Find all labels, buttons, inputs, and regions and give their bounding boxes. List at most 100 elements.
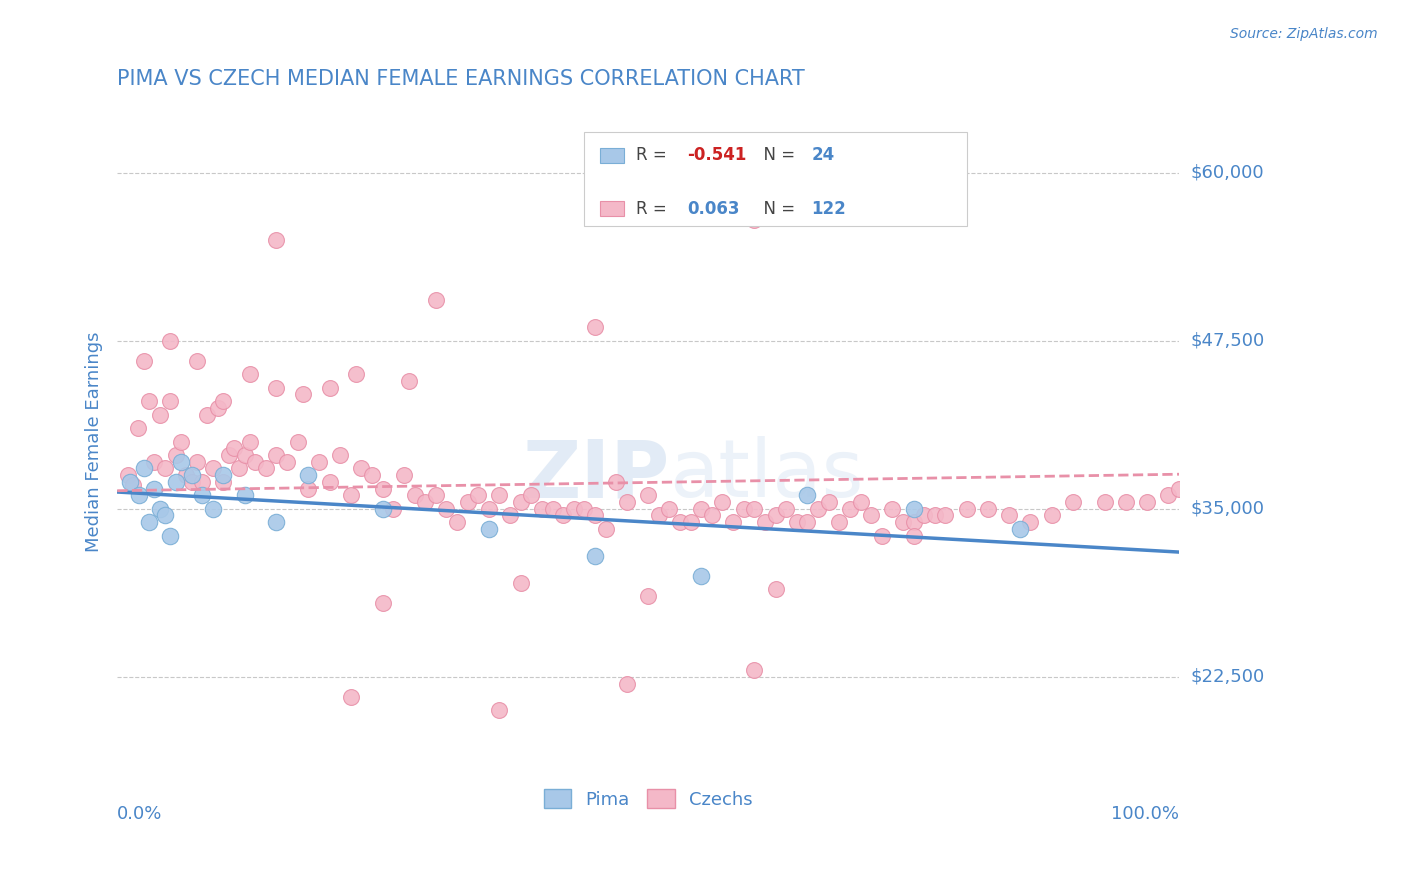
Point: [149, 408, 172, 422]
Point: [127, 421, 149, 435]
Point: [786, 515, 808, 529]
Point: [149, 501, 172, 516]
Text: 0.0%: 0.0%: [117, 805, 163, 823]
Point: [118, 475, 141, 489]
Point: [1157, 488, 1180, 502]
Point: [679, 515, 702, 529]
Point: [122, 477, 145, 491]
Point: [117, 468, 139, 483]
Point: [828, 515, 851, 529]
Text: ZIP: ZIP: [522, 436, 669, 514]
Point: [574, 501, 596, 516]
Point: [371, 596, 394, 610]
Text: R =: R =: [637, 146, 672, 164]
FancyBboxPatch shape: [585, 132, 967, 227]
Point: [318, 475, 340, 489]
Point: [340, 690, 363, 704]
Point: [186, 455, 208, 469]
Point: [404, 488, 426, 502]
Point: [499, 508, 522, 523]
Point: [637, 589, 659, 603]
Point: [297, 482, 319, 496]
Point: [637, 488, 659, 502]
Point: [297, 468, 319, 483]
Point: [344, 368, 367, 382]
Point: [170, 455, 193, 469]
Point: [616, 495, 638, 509]
Point: [382, 501, 405, 516]
Point: [207, 401, 229, 415]
Point: [721, 515, 744, 529]
Point: [128, 488, 150, 502]
Point: [733, 501, 755, 516]
Point: [143, 455, 166, 469]
Point: [998, 508, 1021, 523]
Point: [870, 529, 893, 543]
Point: [292, 387, 315, 401]
Point: [860, 508, 883, 523]
Point: [1019, 515, 1042, 529]
Point: [191, 488, 214, 502]
Text: R =: R =: [637, 200, 672, 218]
Point: [765, 508, 787, 523]
Text: -0.541: -0.541: [688, 146, 747, 164]
Point: [153, 508, 176, 523]
Point: [201, 501, 224, 516]
Text: $47,500: $47,500: [1191, 332, 1264, 350]
Y-axis label: Median Female Earnings: Median Female Earnings: [86, 331, 103, 552]
Point: [891, 515, 914, 529]
Point: [478, 501, 501, 516]
Point: [956, 501, 979, 516]
Point: [191, 475, 214, 489]
Text: $22,500: $22,500: [1191, 668, 1264, 686]
Point: [690, 569, 713, 583]
Point: [1115, 495, 1137, 509]
Point: [212, 475, 235, 489]
Point: [212, 394, 235, 409]
Point: [276, 455, 298, 469]
Point: [509, 575, 531, 590]
Point: [488, 488, 510, 502]
Point: [132, 461, 155, 475]
Point: [143, 482, 166, 496]
Point: [186, 354, 208, 368]
Point: [222, 442, 245, 456]
Point: [553, 508, 575, 523]
Point: [903, 501, 925, 516]
Point: [446, 515, 468, 529]
Point: [165, 448, 187, 462]
Text: N =: N =: [754, 146, 800, 164]
Text: $35,000: $35,000: [1191, 500, 1264, 517]
Point: [754, 515, 776, 529]
Point: [1168, 482, 1191, 496]
Point: [361, 468, 384, 483]
Point: [201, 461, 224, 475]
Point: [340, 488, 363, 502]
Text: 100.0%: 100.0%: [1111, 805, 1180, 823]
Point: [180, 468, 202, 483]
Point: [165, 475, 187, 489]
Text: N =: N =: [754, 200, 800, 218]
Point: [1008, 522, 1031, 536]
Point: [903, 529, 925, 543]
Point: [934, 508, 956, 523]
Point: [882, 501, 904, 516]
Point: [233, 488, 256, 502]
Text: 24: 24: [811, 146, 835, 164]
Text: Source: ZipAtlas.com: Source: ZipAtlas.com: [1230, 27, 1378, 41]
Point: [744, 663, 766, 677]
Point: [488, 703, 510, 717]
Point: [287, 434, 309, 449]
Point: [509, 495, 531, 509]
Point: [849, 495, 872, 509]
Point: [218, 448, 240, 462]
Point: [775, 501, 797, 516]
Point: [1094, 495, 1116, 509]
Point: [266, 515, 288, 529]
Point: [329, 448, 352, 462]
Point: [583, 320, 606, 334]
Point: [159, 334, 181, 348]
Point: [616, 676, 638, 690]
Point: [425, 293, 447, 308]
Point: [478, 522, 501, 536]
